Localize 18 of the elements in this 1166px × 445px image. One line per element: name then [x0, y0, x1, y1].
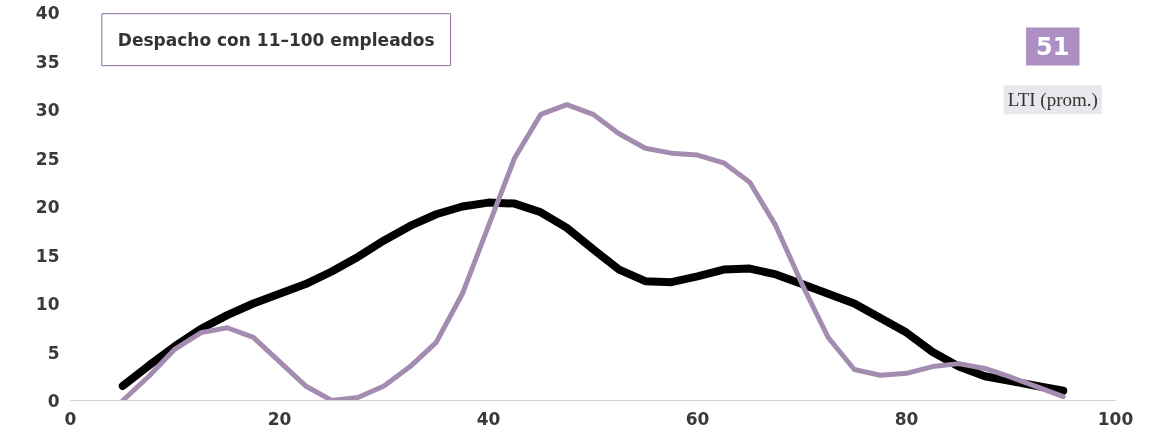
y-tick-label: 0: [47, 391, 60, 411]
x-tick-label: 100: [1097, 408, 1134, 429]
x-tick-label: 60: [685, 408, 710, 429]
y-tick-label: 25: [35, 148, 60, 169]
y-tick-label: 20: [35, 197, 60, 217]
annotation: LTI (prom.): [1007, 89, 1098, 112]
x-tick-label: 80: [894, 408, 919, 429]
y-tick-label: 5: [47, 342, 60, 363]
y-tick-label: 30: [35, 100, 60, 120]
y-tick-label: 15: [35, 245, 60, 266]
y-tick-label: 35: [35, 51, 60, 72]
x-tick-label: 20: [267, 408, 292, 429]
text: Despacho con 11–100 empleados: [117, 29, 435, 50]
y-tick-label: 40: [35, 3, 60, 23]
y-tick-label: 10: [35, 294, 60, 314]
x-tick-label: 40: [476, 408, 501, 429]
annotation: 51: [1036, 33, 1070, 62]
x-tick-label: 0: [64, 408, 77, 429]
